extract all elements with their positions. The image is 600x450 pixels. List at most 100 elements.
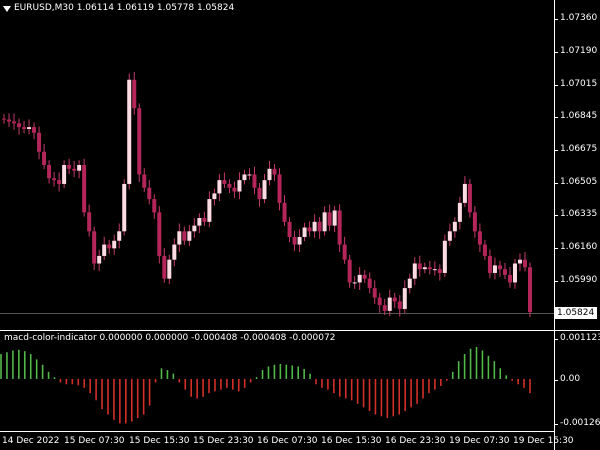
candle-body [267,168,272,181]
candle-body [407,278,412,289]
candle-body [322,212,327,232]
candle-body [392,297,397,302]
indicator-values: 0.000000 0.000000 -0.000408 -0.000408 -0… [99,333,336,343]
candle-body [272,168,277,175]
candle-body [262,180,267,200]
candle-body [2,118,6,120]
indicator-tick: -0.001267 [560,418,600,428]
candle-body [67,165,72,169]
candle-body [497,265,502,270]
price-tick: 1.06675 [560,144,598,154]
candle-body [417,263,422,270]
candle-body [47,165,52,179]
candle-body [137,108,142,175]
candle-body [367,278,372,289]
indicator-tick: 0.00 [560,374,581,384]
candle-body [287,221,292,237]
candle-body [522,259,527,268]
candle-body [212,193,217,200]
candle-body [227,183,232,188]
price-tick: 1.07190 [560,46,598,56]
candle-body [352,282,357,284]
candle-body [292,236,297,245]
candle-body [107,244,112,249]
candle-body [252,174,257,188]
candle-body [117,231,122,241]
candle-body [142,174,147,188]
candle-body [152,199,157,213]
indicator-header: macd-color-indicator 0.000000 0.000000 -… [4,333,335,344]
candle-body [477,231,482,245]
candle-body [452,221,457,232]
candle-body [382,305,387,311]
ohlc-values: 1.06114 1.06119 1.05778 1.05824 [76,3,235,13]
candle-body [237,180,242,192]
candle-body [347,259,352,283]
candle-body [337,210,342,245]
time-tick: 15 Dec 07:30 [64,436,125,446]
candle-body [297,236,302,245]
candle-body [122,183,127,232]
candle-body [528,267,532,312]
candle-body [22,127,27,130]
candle-body [507,274,512,283]
candle-body [242,174,247,181]
candle-body [72,168,77,171]
candle-body [257,187,262,200]
time-tick: 14 Dec 2022 [2,436,60,446]
candle-body [197,218,202,226]
price-tick: 1.07015 [560,79,598,89]
time-tick: 15 Dec 15:30 [129,436,190,446]
candle-body [412,263,417,279]
candle-body [447,231,452,241]
candle-body [487,255,492,273]
candle-body [127,79,132,184]
candle-body [232,187,237,192]
candle-body [27,127,32,130]
candle-body [432,269,437,271]
candle-body [462,183,467,203]
candle-body [397,301,402,309]
candle-body [32,127,37,133]
candle-body [97,255,102,264]
candle-body [217,180,222,194]
candle-body [42,151,47,165]
candle-body [372,288,377,298]
candle-body [422,267,427,270]
candle-body [132,79,137,109]
candle-body [357,274,362,283]
candle-body [307,227,312,232]
candle-body [177,231,182,245]
candle-body [187,231,192,241]
candle-body [312,221,317,232]
candle-body [332,210,337,226]
candle-body [362,274,367,279]
candle-body [437,269,442,273]
candle-body [87,212,92,232]
candle-body [467,183,472,213]
candle-body [172,244,177,260]
candle-body [167,259,172,279]
candle-body [277,174,282,203]
candle-body [317,221,322,232]
price-tick: 1.06505 [560,177,598,187]
candle-body [327,212,332,226]
candle-body [517,259,522,264]
collapse-triangle-icon[interactable] [3,6,11,12]
candle-body [502,269,507,275]
time-tick: 15 Dec 23:30 [193,436,254,446]
time-tick: 19 Dec 15:30 [513,436,574,446]
time-tick: 19 Dec 07:30 [449,436,510,446]
candle-body [92,231,97,264]
candle-body [17,123,22,128]
price-tick: 1.07360 [560,13,598,23]
candle-body [442,240,447,273]
price-tick: 1.06160 [560,242,598,252]
candle-body [387,297,392,311]
candle-body [162,255,167,279]
indicator-name: macd-color-indicator [4,333,97,343]
candle-body [57,180,62,184]
price-tick: 1.06335 [560,209,598,219]
price-tick: 1.05990 [560,275,598,285]
